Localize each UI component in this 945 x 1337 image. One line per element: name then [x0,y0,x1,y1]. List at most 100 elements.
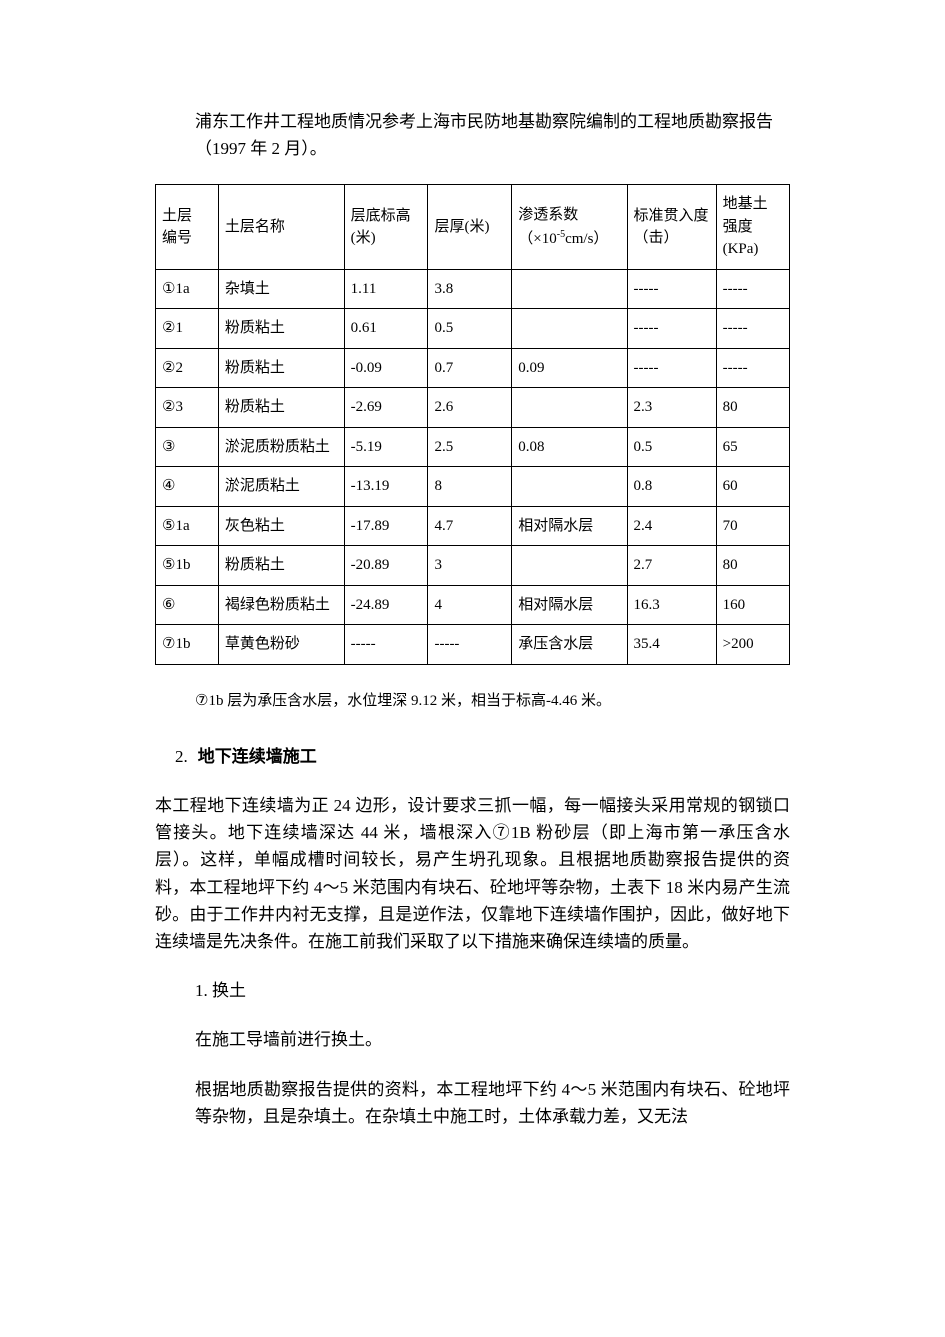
section-paragraph: 本工程地下连续墙为正 24 边形，设计要求三抓一幅，每一幅接头采用常规的钢锁口管… [155,792,790,955]
table-cell: -13.19 [344,467,428,507]
section-heading: 2. 地下连续墙施工 [175,743,790,770]
table-cell: 65 [716,427,789,467]
table-cell: 2.6 [428,388,512,428]
table-cell: ----- [716,348,789,388]
table-cell: -17.89 [344,506,428,546]
col-header-thickness: 层厚(米) [428,185,512,270]
table-row: ②1粉质粘土0.610.5 ---------- [156,309,790,349]
table-cell [512,467,627,507]
table-cell: 粉质粘土 [218,348,344,388]
table-cell: ①1a [156,269,219,309]
table-row: ②2粉质粘土-0.090.70.09---------- [156,348,790,388]
table-cell [512,388,627,428]
table-cell: ⑦1b [156,625,219,665]
table-cell: ⑤1a [156,506,219,546]
table-cell: ③ [156,427,219,467]
geology-table: 土层 编号 土层名称 层底标高 (米) 层厚(米) 渗透系数 （×10-5cm/… [155,184,790,665]
table-cell [512,309,627,349]
table-cell: ----- [627,269,716,309]
table-row: ⑦1b草黄色粉砂----------承压含水层35.4>200 [156,625,790,665]
table-cell: 0.5 [627,427,716,467]
table-cell: -5.19 [344,427,428,467]
table-cell: ----- [428,625,512,665]
table-row: ⑥褐绿色粉质粘土-24.894相对隔水层16.3160 [156,585,790,625]
document-page: 浦东工作井工程地质情况参考上海市民防地基勘察院编制的工程地质勘察报告（1997 … [0,0,945,1337]
table-cell: 0.08 [512,427,627,467]
table-cell: 褐绿色粉质粘土 [218,585,344,625]
table-cell: 60 [716,467,789,507]
col-header-spt: 标准贯入度 （击） [627,185,716,270]
table-cell: -0.09 [344,348,428,388]
table-cell: 2.4 [627,506,716,546]
table-cell: 160 [716,585,789,625]
table-cell: ⑥ [156,585,219,625]
col-header-permeability: 渗透系数 （×10-5cm/s） [512,185,627,270]
table-cell [512,269,627,309]
table-row: ③淤泥质粉质粘土-5.192.50.080.565 [156,427,790,467]
table-cell: 80 [716,388,789,428]
table-cell: >200 [716,625,789,665]
table-cell: 淤泥质粘土 [218,467,344,507]
table-cell: 粉质粘土 [218,546,344,586]
table-header-row: 土层 编号 土层名称 层底标高 (米) 层厚(米) 渗透系数 （×10-5cm/… [156,185,790,270]
col-header-bottom-elev: 层底标高 (米) [344,185,428,270]
table-row: ⑤1a灰色粘土-17.894.7相对隔水层2.470 [156,506,790,546]
table-cell: 80 [716,546,789,586]
table-row: ②3粉质粘土-2.692.6 2.380 [156,388,790,428]
table-cell: 0.8 [627,467,716,507]
table-cell: 70 [716,506,789,546]
table-cell: -2.69 [344,388,428,428]
section-number: 2. [175,747,188,766]
table-cell: 淤泥质粉质粘土 [218,427,344,467]
table-cell: 35.4 [627,625,716,665]
subsection-paragraph-1: 在施工导墙前进行换土。 [195,1026,790,1053]
intro-paragraph: 浦东工作井工程地质情况参考上海市民防地基勘察院编制的工程地质勘察报告（1997 … [195,108,790,162]
table-cell: 杂填土 [218,269,344,309]
table-cell: 0.61 [344,309,428,349]
table-footnote: ⑦1b 层为承压含水层，水位埋深 9.12 米，相当于标高-4.46 米。 [195,689,790,713]
subsection-heading: 1. 换土 [195,977,790,1004]
table-cell: 粉质粘土 [218,309,344,349]
table-cell: 1.11 [344,269,428,309]
table-cell: 4 [428,585,512,625]
subsection-paragraph-2: 根据地质勘察报告提供的资料，本工程地坪下约 4～5 米范围内有块石、砼地坪等杂物… [195,1076,790,1130]
col-header-layer-id: 土层 编号 [156,185,219,270]
table-cell: 8 [428,467,512,507]
col-header-strength: 地基土 强度 (KPa) [716,185,789,270]
table-cell: 2.3 [627,388,716,428]
table-cell: 0.5 [428,309,512,349]
section-title: 地下连续墙施工 [198,747,317,766]
table-cell: 0.09 [512,348,627,388]
table-row: ①1a杂填土1.113.8---------- [156,269,790,309]
table-body: ①1a杂填土1.113.8----------②1粉质粘土0.610.5----… [156,269,790,664]
table-cell: -24.89 [344,585,428,625]
col-header-layer-name: 土层名称 [218,185,344,270]
table-cell: 草黄色粉砂 [218,625,344,665]
table-row: ⑤1b粉质粘土-20.893 2.780 [156,546,790,586]
table-cell: ----- [716,309,789,349]
table-cell: ----- [627,348,716,388]
table-cell: ②3 [156,388,219,428]
table-cell: ----- [627,309,716,349]
subsection-title: 换土 [212,981,246,1000]
table-cell: ⑤1b [156,546,219,586]
table-cell: 粉质粘土 [218,388,344,428]
table-cell: ②1 [156,309,219,349]
table-cell: -20.89 [344,546,428,586]
table-cell [512,546,627,586]
table-cell: ④ [156,467,219,507]
table-cell: 0.7 [428,348,512,388]
table-cell: 灰色粘土 [218,506,344,546]
subsection-number: 1. [195,981,208,1000]
table-cell: 相对隔水层 [512,506,627,546]
table-cell: 2.7 [627,546,716,586]
table-cell: 2.5 [428,427,512,467]
table-cell: 4.7 [428,506,512,546]
table-cell: 3 [428,546,512,586]
table-cell: 16.3 [627,585,716,625]
table-cell: 相对隔水层 [512,585,627,625]
table-cell: ----- [344,625,428,665]
table-cell: 承压含水层 [512,625,627,665]
table-row: ④淤泥质粘土-13.198 0.860 [156,467,790,507]
table-cell: ----- [716,269,789,309]
